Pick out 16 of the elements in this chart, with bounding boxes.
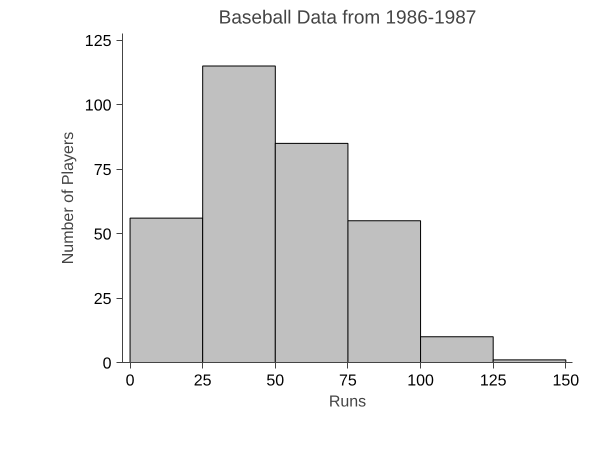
x-tick-label: 150 — [552, 372, 580, 390]
x-tick-label: 100 — [407, 372, 434, 390]
x-tick-label: 125 — [480, 372, 507, 390]
y-axis-title: Number of Players — [60, 132, 77, 264]
x-tick-label: 75 — [339, 372, 357, 390]
x-axis-title: Runs — [328, 394, 366, 410]
y-tick-label: 50 — [94, 226, 112, 244]
y-tick-label: 100 — [84, 98, 112, 115]
chart-title: Baseball Data from 1986-1987 — [218, 8, 476, 28]
x-tick-label: 25 — [194, 372, 212, 390]
y-tick-label: 25 — [94, 291, 112, 308]
y-tick-label: 0 — [102, 356, 112, 372]
y-tick-label: 125 — [84, 33, 112, 50]
y-tick-label: 75 — [94, 162, 112, 180]
x-tick-label: 0 — [126, 372, 135, 390]
x-tick-label: 50 — [266, 372, 284, 390]
